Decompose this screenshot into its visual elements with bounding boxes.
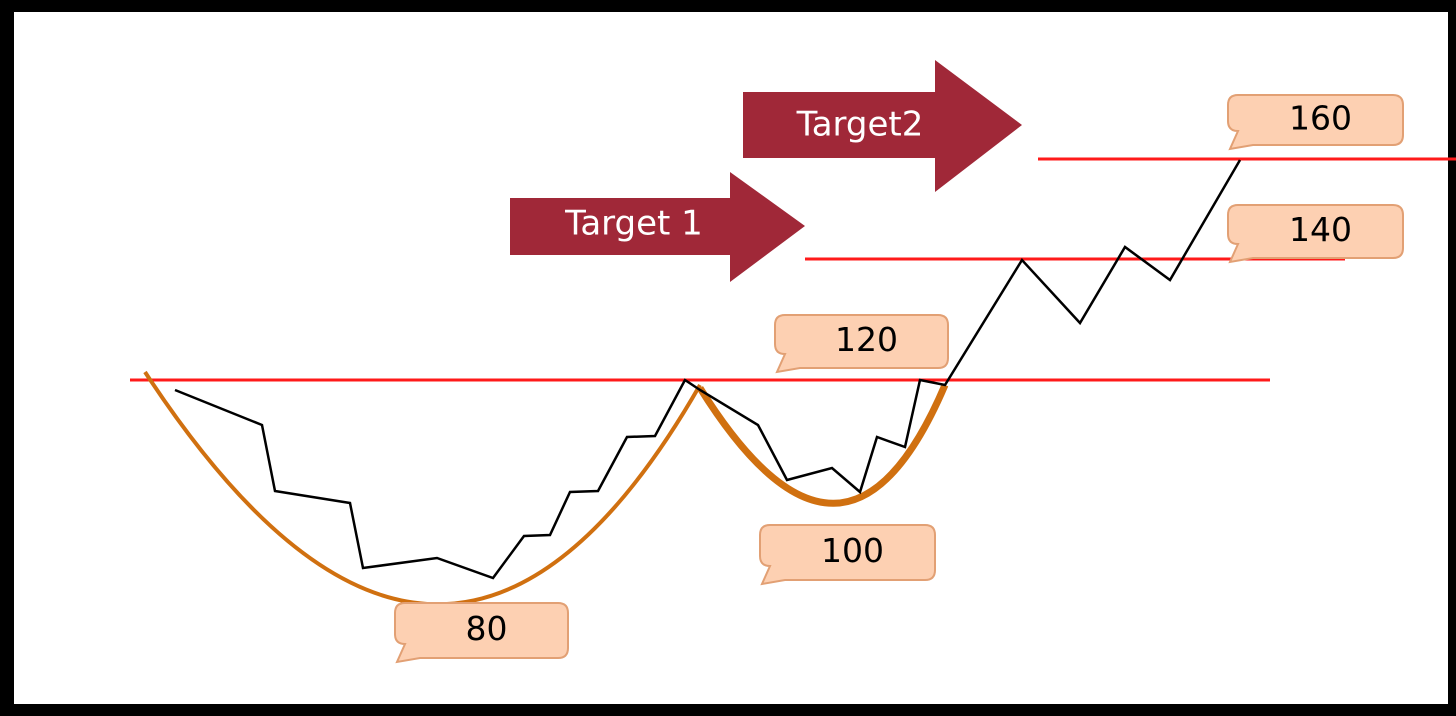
arrow: Target 1 — [510, 172, 805, 282]
callout-label: 120 — [835, 320, 898, 359]
arrow-shape — [743, 60, 1022, 192]
arrow: Target2 — [743, 60, 1022, 192]
arrow-label: Target2 — [796, 105, 924, 145]
callout-label: 80 — [466, 609, 508, 648]
callout-box — [759, 524, 936, 586]
callout-label: 100 — [821, 531, 884, 570]
price-line — [174, 159, 1242, 580]
callout-label: 140 — [1289, 210, 1352, 249]
callout-label: 160 — [1289, 99, 1352, 138]
callout-box — [394, 602, 569, 664]
arrow-shape — [510, 172, 805, 282]
arrow-label: Target 1 — [564, 204, 703, 244]
callout-box — [1227, 204, 1404, 264]
handle-curve — [697, 383, 949, 507]
callout-box — [1227, 94, 1404, 151]
callout-box — [774, 314, 949, 374]
